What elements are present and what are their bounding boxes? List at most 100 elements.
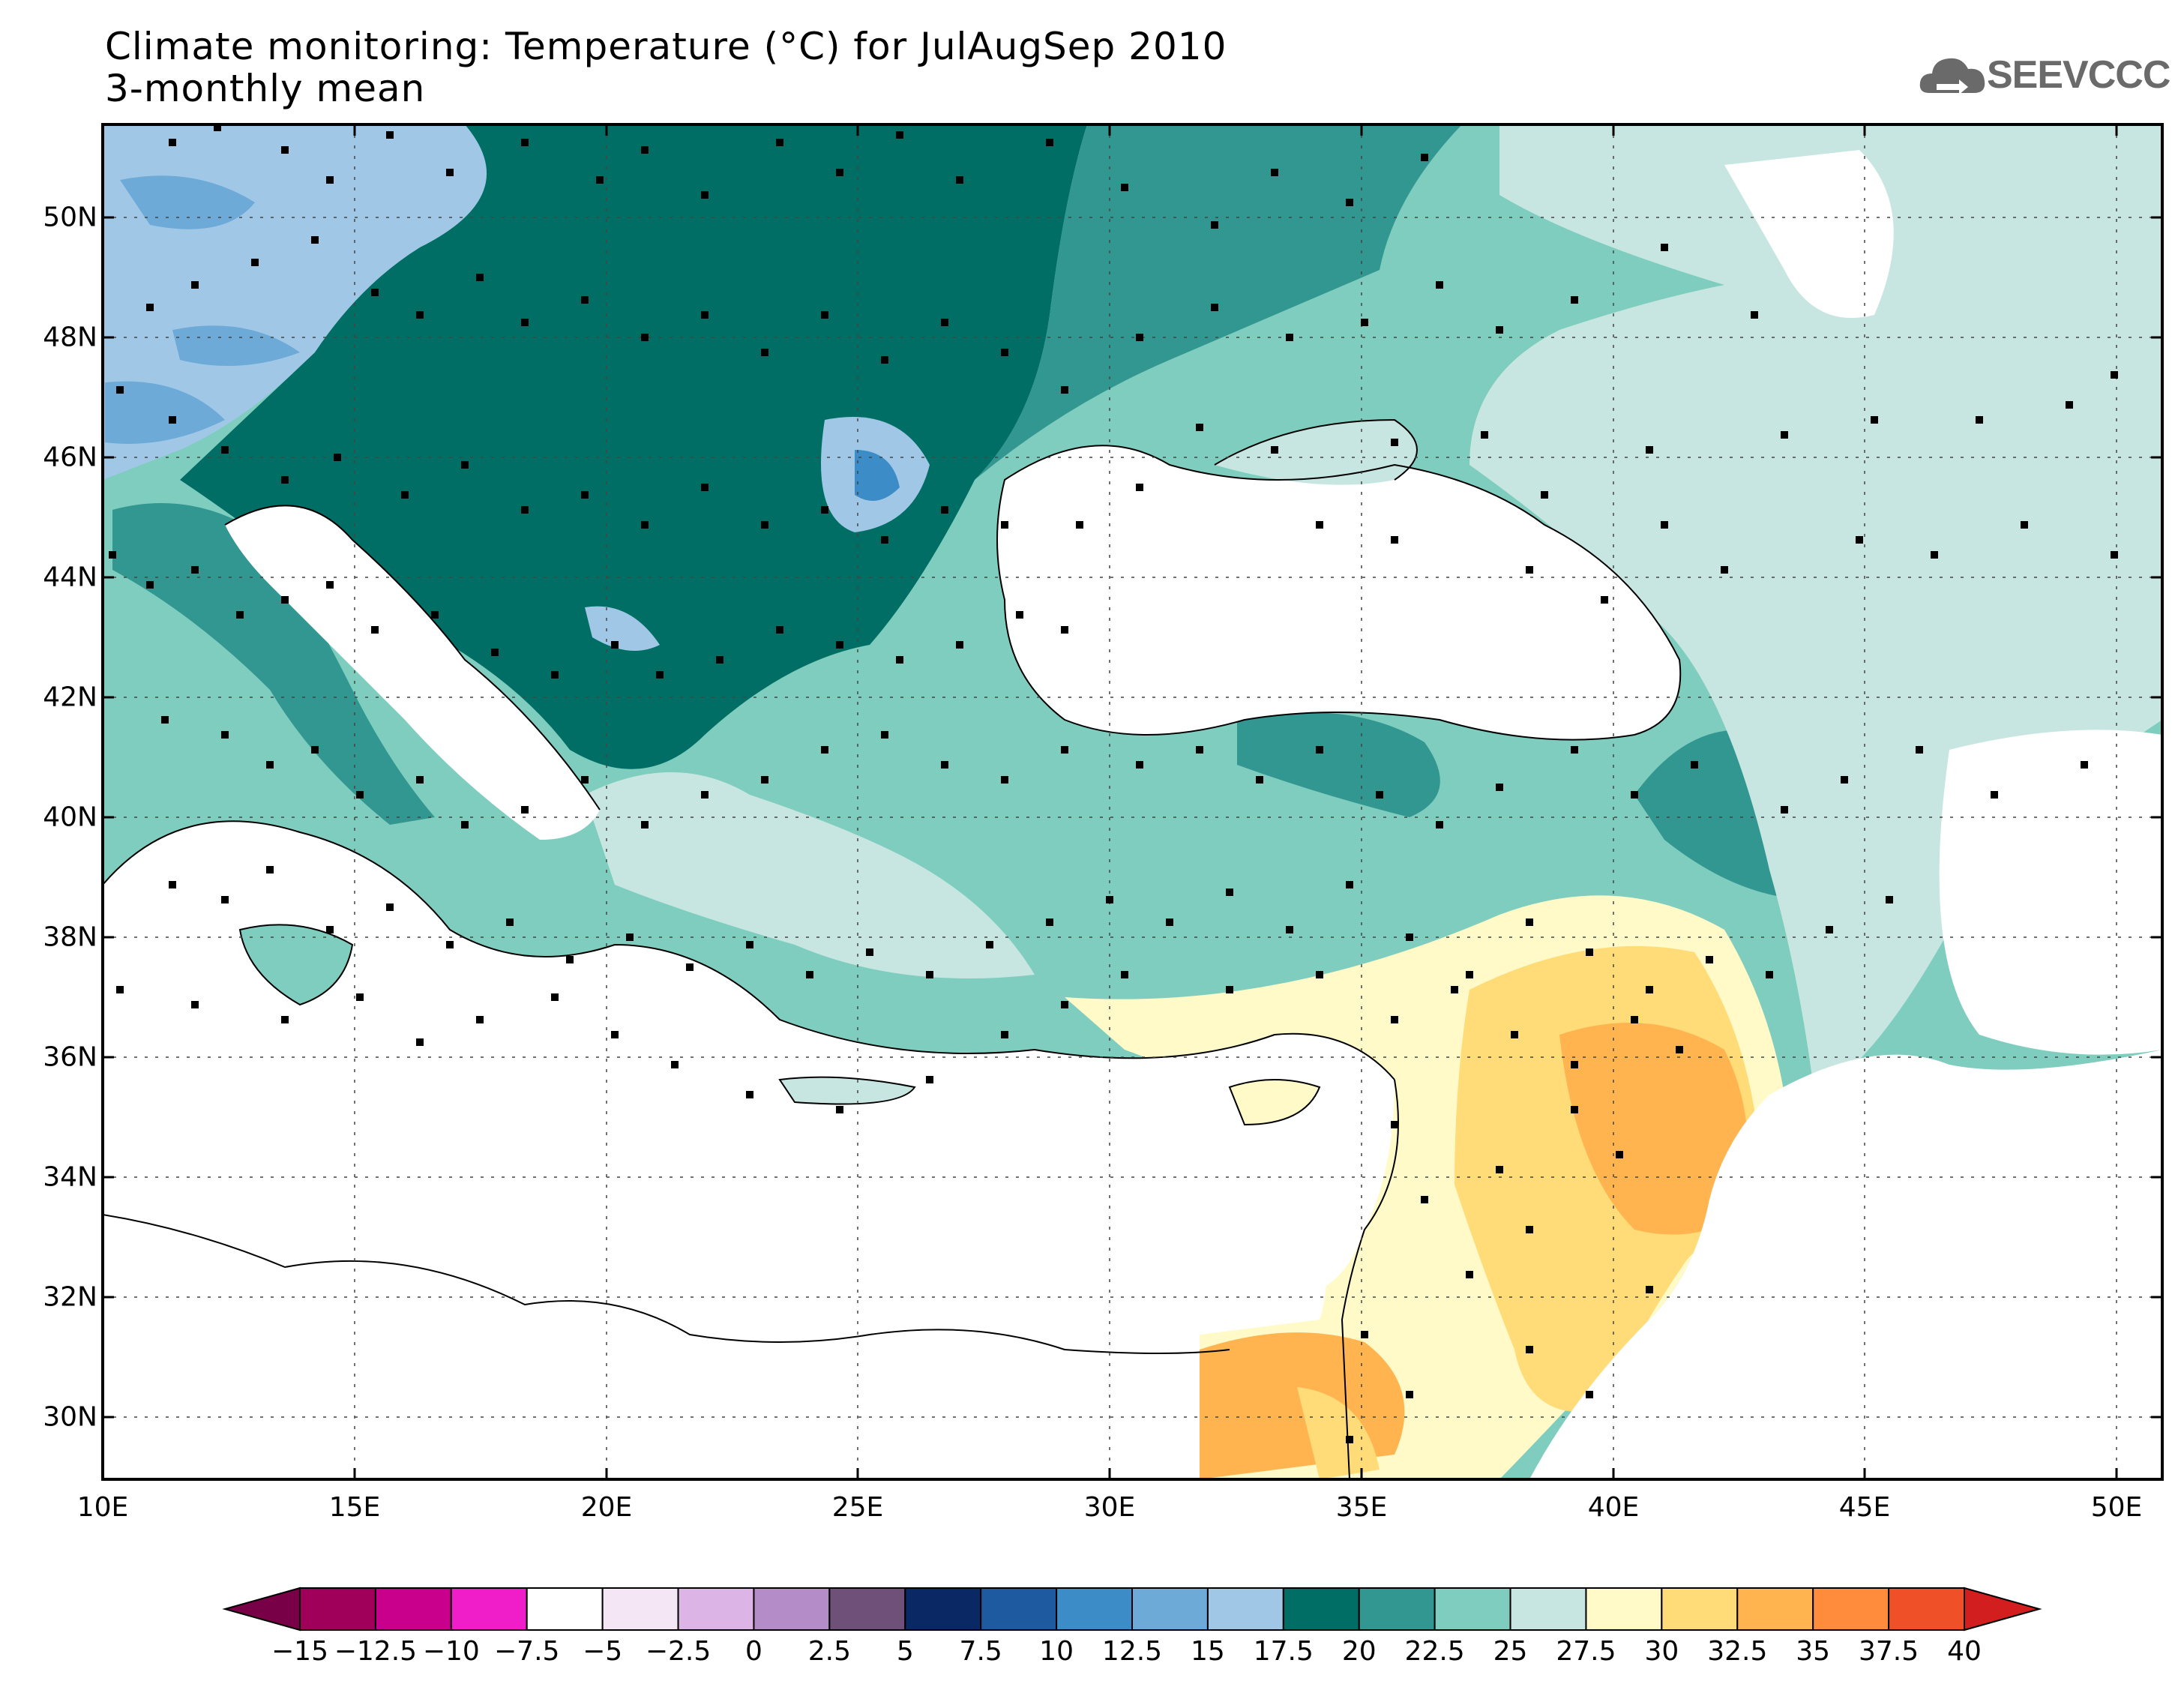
station-marker <box>1166 918 1173 926</box>
colorbar-swatch <box>450 1587 528 1631</box>
station-marker <box>214 124 221 131</box>
station-marker <box>1646 446 1653 454</box>
station-marker <box>386 131 394 139</box>
station-marker <box>1646 1286 1653 1293</box>
station-marker <box>1136 484 1143 491</box>
seevccc-logo: SEEVCCC <box>1916 46 2171 106</box>
station-marker <box>1886 896 1893 903</box>
station-marker <box>1061 626 1068 634</box>
station-marker <box>641 821 649 829</box>
station-marker <box>986 941 993 948</box>
cyprus <box>1230 1080 1320 1125</box>
station-marker <box>356 791 364 799</box>
station-marker <box>641 334 649 341</box>
station-marker <box>2066 401 2073 409</box>
station-marker <box>761 349 768 356</box>
station-marker <box>1586 948 1593 956</box>
station-marker <box>941 506 948 514</box>
station-marker <box>1691 761 1698 769</box>
chart-title: Climate monitoring: Temperature (°C) for… <box>105 25 1227 109</box>
station-marker <box>1631 1016 1638 1023</box>
region-32c-negev <box>1297 1387 1380 1479</box>
station-marker <box>896 656 903 664</box>
station-marker <box>1346 1436 1353 1443</box>
station-marker <box>1001 521 1008 529</box>
station-marker <box>1436 821 1443 829</box>
station-marker <box>551 671 559 679</box>
station-marker <box>596 176 604 184</box>
station-marker <box>326 581 334 589</box>
colorbar-swatch <box>980 1587 1058 1631</box>
station-markers <box>109 124 2118 1443</box>
region-27c-greece <box>585 772 1035 978</box>
station-marker <box>776 139 783 146</box>
station-marker <box>1511 1031 1518 1038</box>
station-marker <box>1466 1271 1473 1278</box>
station-marker <box>371 626 379 634</box>
sicily <box>240 924 352 1005</box>
station-marker <box>1661 521 1668 529</box>
colorbar-label: −12.5 <box>334 1636 418 1667</box>
station-marker <box>521 319 529 326</box>
station-marker <box>581 296 589 304</box>
station-marker <box>686 963 694 971</box>
station-marker <box>221 731 229 739</box>
colorbar-swatch <box>828 1587 906 1631</box>
colorbar-label: 20 <box>1341 1636 1377 1667</box>
station-marker <box>581 776 589 784</box>
station-marker <box>1361 319 1368 326</box>
station-marker <box>281 596 289 604</box>
lat-label: 40N <box>43 802 97 833</box>
station-marker <box>926 1076 933 1083</box>
station-marker <box>1121 184 1128 191</box>
colorbar-swatch <box>1509 1587 1587 1631</box>
station-marker <box>1256 776 1263 784</box>
crimea-shore <box>1215 420 1417 485</box>
station-marker <box>251 259 259 266</box>
colorbar <box>222 1587 2042 1632</box>
colorbar-swatch <box>601 1587 679 1631</box>
station-marker <box>1046 139 1053 146</box>
station-marker <box>701 484 709 491</box>
station-marker <box>356 993 364 1001</box>
station-marker <box>1046 918 1053 926</box>
coastlines <box>103 418 1682 1479</box>
station-marker <box>806 971 813 978</box>
station-marker <box>1631 791 1638 799</box>
region-15c-a <box>120 175 255 229</box>
station-marker <box>1571 746 1578 754</box>
station-marker <box>1676 1046 1683 1053</box>
station-marker <box>1976 416 1983 424</box>
lon-label: 25E <box>831 1492 884 1523</box>
station-marker <box>1541 491 1548 499</box>
colorbar-swatch <box>1888 1587 1965 1631</box>
colorbar-label: −7.5 <box>494 1636 560 1667</box>
station-marker <box>1871 416 1878 424</box>
axis-ticks <box>103 124 2162 1479</box>
station-marker <box>1826 926 1833 933</box>
station-marker <box>641 521 649 529</box>
lat-label: 42N <box>43 682 97 713</box>
lat-label: 50N <box>43 202 97 233</box>
region-12c-romania <box>855 450 900 501</box>
station-marker <box>1061 1001 1068 1008</box>
station-marker <box>169 139 176 146</box>
station-marker <box>836 641 843 649</box>
station-marker <box>836 169 843 176</box>
station-marker <box>1211 304 1218 311</box>
station-marker <box>1781 806 1788 814</box>
region-15c-c <box>172 325 300 366</box>
station-marker <box>1316 971 1323 978</box>
station-marker <box>1001 349 1008 356</box>
region-35c-syria <box>1559 1023 1748 1235</box>
station-marker <box>1526 1226 1533 1233</box>
station-marker <box>881 731 888 739</box>
station-marker <box>1286 334 1293 341</box>
lat-label: 36N <box>43 1041 97 1073</box>
station-marker <box>716 656 724 664</box>
station-marker <box>1721 566 1728 574</box>
colorbar-label: 35 <box>1796 1636 1831 1667</box>
colorbar-label: −5 <box>583 1636 623 1667</box>
colorbar-label: 17.5 <box>1253 1636 1314 1667</box>
